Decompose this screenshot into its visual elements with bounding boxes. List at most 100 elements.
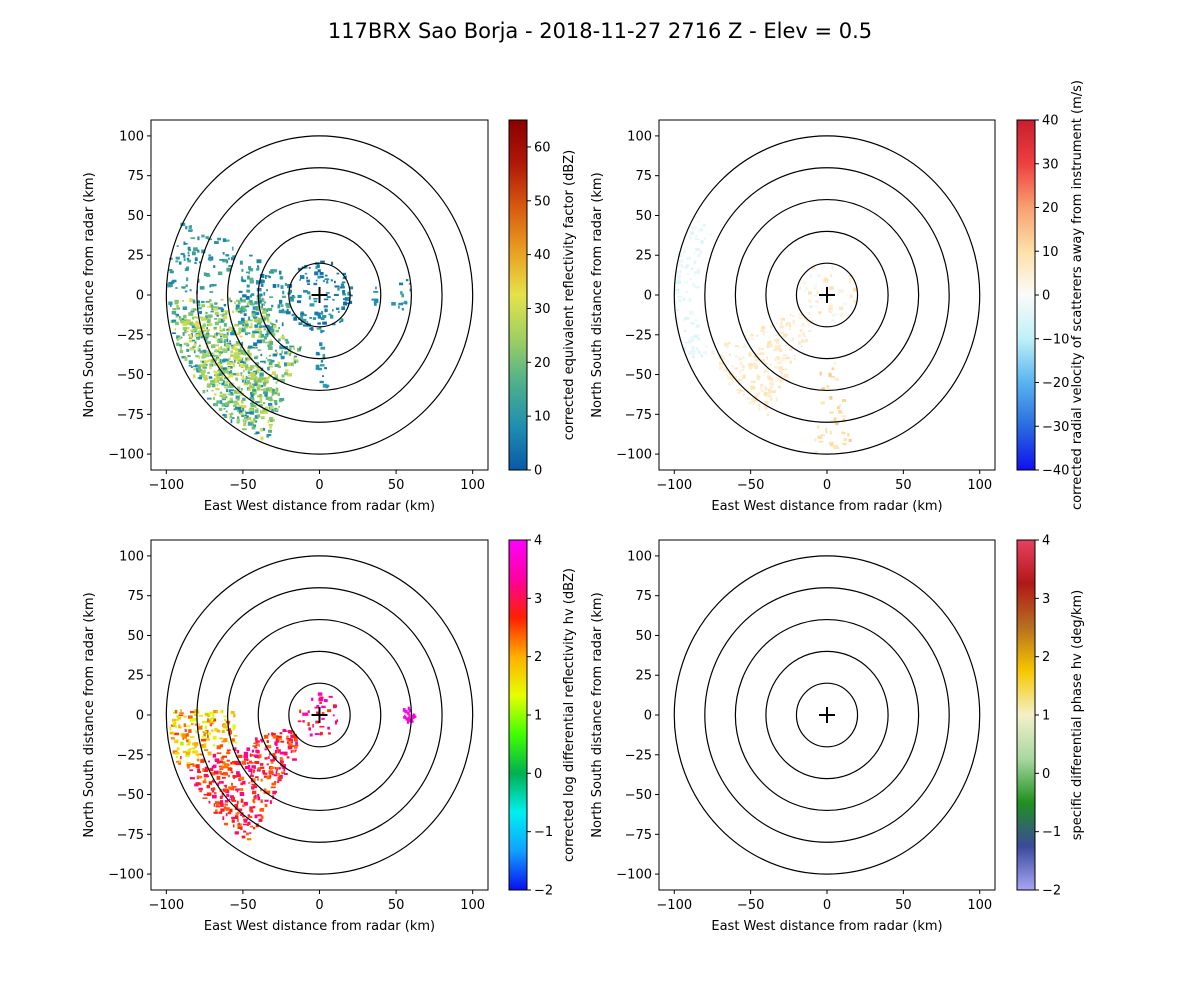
range-ring-100km: [673, 555, 981, 875]
echo-gate: [173, 711, 177, 714]
echo-gate: [764, 406, 768, 410]
echo-gate: [327, 709, 332, 713]
echo-gate: [226, 403, 230, 407]
echo-gate: [737, 391, 741, 394]
echo-gate: [214, 333, 217, 337]
echo-gate: [768, 394, 772, 398]
echo-gate: [268, 354, 271, 357]
echo-gate: [234, 788, 240, 791]
echo-gate: [230, 331, 235, 336]
echo-gate: [764, 385, 766, 388]
echo-gate: [780, 331, 784, 334]
echo-gate: [174, 739, 179, 744]
colorbar-tick-label: 0: [1042, 767, 1050, 782]
echo-gate: [333, 293, 339, 296]
echo-gate: [240, 813, 243, 816]
echo-gate: [168, 281, 174, 284]
echo-gate: [258, 296, 261, 300]
echo-gate: [213, 308, 218, 311]
y-tick-label: −50: [117, 368, 144, 383]
echo-gate: [230, 771, 234, 774]
echo-gate: [220, 803, 224, 807]
echo-gate: [190, 722, 194, 726]
echo-gate: [186, 762, 191, 764]
echo-gate: [208, 323, 213, 326]
echo-gate: [187, 334, 191, 337]
echo-gate: [186, 319, 191, 323]
echo-gate: [207, 734, 209, 738]
echo-gate: [260, 428, 263, 432]
echo-gate: [215, 332, 221, 335]
echo-gate: [234, 815, 239, 819]
echo-gate: [792, 320, 795, 324]
echo-gate: [202, 367, 207, 369]
range-ring-100km: [165, 555, 474, 875]
echo-gate: [172, 721, 177, 726]
echo-gate: [177, 716, 182, 720]
echo-gate: [258, 335, 263, 339]
echo-gate: [763, 406, 766, 410]
echo-gate: [689, 277, 692, 280]
echo-gate: [757, 347, 761, 352]
echo-gate: [838, 410, 842, 414]
echo-gate: [320, 346, 326, 350]
echo-gate: [222, 755, 227, 758]
echo-gate: [728, 341, 731, 345]
echo-gate: [176, 335, 181, 340]
echo-gate: [262, 303, 265, 306]
echo-gate: [242, 407, 244, 412]
echo-gate: [251, 293, 255, 296]
colorbar-tick-label: 1: [534, 709, 542, 724]
echo-gate: [834, 362, 837, 365]
echo-gate: [257, 778, 259, 781]
echo-gate: [241, 268, 244, 272]
echo-gate: [684, 316, 690, 320]
echo-gate: [214, 812, 219, 814]
echo-gate: [777, 378, 780, 381]
echo-gate: [264, 748, 267, 751]
echo-gate: [229, 808, 233, 813]
echo-gate: [282, 766, 284, 769]
echo-gate: [195, 326, 201, 330]
echo-gate: [278, 767, 281, 770]
echo-gate: [407, 706, 410, 711]
echo-gate: [263, 377, 267, 381]
y-tick-label: 25: [127, 669, 144, 684]
echo-gate: [206, 332, 210, 336]
y-tick-label: 75: [127, 169, 144, 184]
echo-gate: [680, 259, 684, 263]
echo-gate: [263, 411, 267, 415]
echo-gate: [226, 267, 231, 272]
echo-gate: [840, 411, 844, 414]
echo-gate: [220, 795, 224, 798]
y-tick-label: −50: [625, 788, 652, 803]
echo-gate: [219, 365, 223, 368]
echo-gate: [228, 413, 231, 416]
echo-gate: [755, 353, 759, 355]
echo-gate: [176, 245, 179, 247]
echo-gate: [778, 344, 782, 348]
echo-gate: [211, 353, 215, 356]
echo-gate: [278, 735, 282, 739]
echo-gate: [179, 350, 184, 354]
echo-gate: [276, 352, 279, 356]
echo-gate: [220, 756, 225, 760]
echo-gate: [828, 373, 832, 377]
echo-gate: [337, 287, 340, 291]
echo-gate: [241, 322, 247, 325]
echo-gate: [189, 334, 192, 338]
echo-gate: [239, 330, 242, 333]
echo-gate: [192, 339, 196, 342]
echo-gate: [251, 762, 254, 764]
echo-gate: [183, 723, 187, 727]
echo-gate: [399, 282, 404, 286]
echo-gate: [829, 430, 833, 435]
echo-gate: [218, 781, 224, 784]
echo-gate: [252, 806, 256, 809]
colorbar-tick-label: −1: [534, 825, 553, 840]
echo-gate: [830, 311, 832, 313]
echo-gate: [297, 720, 302, 723]
echo-gate: [319, 701, 322, 704]
echo-gate: [219, 760, 224, 764]
echo-gate: [833, 321, 836, 324]
